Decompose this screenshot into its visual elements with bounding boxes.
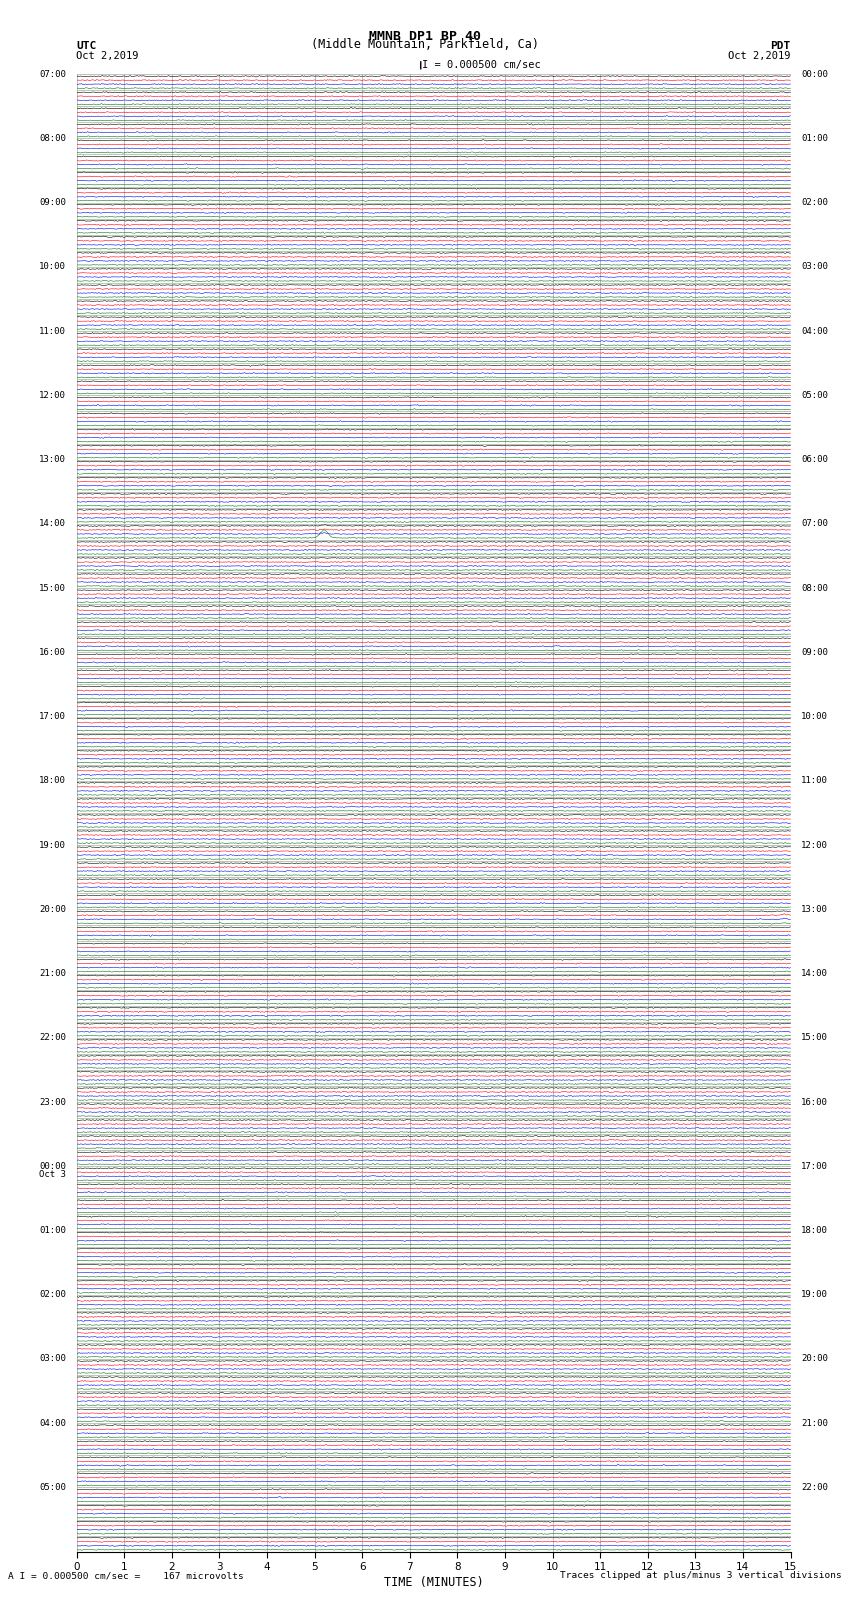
Text: 00:00: 00:00 xyxy=(802,69,828,79)
Text: MMNB DP1 BP 40: MMNB DP1 BP 40 xyxy=(369,29,481,44)
Text: 04:00: 04:00 xyxy=(802,327,828,336)
Text: 18:00: 18:00 xyxy=(802,1226,828,1236)
Text: 05:00: 05:00 xyxy=(39,1482,65,1492)
Text: 20:00: 20:00 xyxy=(39,905,65,915)
Text: 12:00: 12:00 xyxy=(802,840,828,850)
Text: 22:00: 22:00 xyxy=(802,1482,828,1492)
Text: 19:00: 19:00 xyxy=(802,1290,828,1298)
X-axis label: TIME (MINUTES): TIME (MINUTES) xyxy=(383,1576,484,1589)
Text: Oct 2,2019: Oct 2,2019 xyxy=(76,52,139,61)
Text: Oct 3: Oct 3 xyxy=(39,1169,65,1179)
Text: Traces clipped at plus/minus 3 vertical divisions: Traces clipped at plus/minus 3 vertical … xyxy=(560,1571,842,1581)
Text: 17:00: 17:00 xyxy=(802,1161,828,1171)
Text: 03:00: 03:00 xyxy=(802,263,828,271)
Text: 05:00: 05:00 xyxy=(802,390,828,400)
Text: PDT: PDT xyxy=(770,40,790,50)
Text: 07:00: 07:00 xyxy=(802,519,828,529)
Text: 20:00: 20:00 xyxy=(802,1355,828,1363)
Text: 09:00: 09:00 xyxy=(39,198,65,206)
Text: 12:00: 12:00 xyxy=(39,390,65,400)
Text: 19:00: 19:00 xyxy=(39,840,65,850)
Text: 13:00: 13:00 xyxy=(802,905,828,915)
Text: 11:00: 11:00 xyxy=(39,327,65,336)
Text: 17:00: 17:00 xyxy=(39,711,65,721)
Text: 22:00: 22:00 xyxy=(39,1034,65,1042)
Text: 00:00: 00:00 xyxy=(39,1161,65,1171)
Text: 01:00: 01:00 xyxy=(39,1226,65,1236)
Text: 04:00: 04:00 xyxy=(39,1419,65,1428)
Text: A I = 0.000500 cm/sec =    167 microvolts: A I = 0.000500 cm/sec = 167 microvolts xyxy=(8,1571,244,1581)
Text: 08:00: 08:00 xyxy=(802,584,828,592)
Text: (Middle Mountain, Parkfield, Ca): (Middle Mountain, Parkfield, Ca) xyxy=(311,37,539,50)
Text: 02:00: 02:00 xyxy=(802,198,828,206)
Text: 11:00: 11:00 xyxy=(802,776,828,786)
Text: 16:00: 16:00 xyxy=(39,648,65,656)
Text: 02:00: 02:00 xyxy=(39,1290,65,1298)
Text: 16:00: 16:00 xyxy=(802,1097,828,1107)
Text: 10:00: 10:00 xyxy=(802,711,828,721)
Text: 14:00: 14:00 xyxy=(39,519,65,529)
Text: 08:00: 08:00 xyxy=(39,134,65,144)
Text: 21:00: 21:00 xyxy=(39,969,65,977)
Text: 13:00: 13:00 xyxy=(39,455,65,465)
Text: Oct 2,2019: Oct 2,2019 xyxy=(728,52,791,61)
Text: 03:00: 03:00 xyxy=(39,1355,65,1363)
Text: 21:00: 21:00 xyxy=(802,1419,828,1428)
Text: I = 0.000500 cm/sec: I = 0.000500 cm/sec xyxy=(422,60,541,71)
Text: 09:00: 09:00 xyxy=(802,648,828,656)
Text: 18:00: 18:00 xyxy=(39,776,65,786)
Text: 15:00: 15:00 xyxy=(39,584,65,592)
Text: 10:00: 10:00 xyxy=(39,263,65,271)
Text: 01:00: 01:00 xyxy=(802,134,828,144)
Text: 23:00: 23:00 xyxy=(39,1097,65,1107)
Text: 14:00: 14:00 xyxy=(802,969,828,977)
Text: 06:00: 06:00 xyxy=(802,455,828,465)
Text: 15:00: 15:00 xyxy=(802,1034,828,1042)
Text: UTC: UTC xyxy=(76,40,97,50)
Text: 07:00: 07:00 xyxy=(39,69,65,79)
